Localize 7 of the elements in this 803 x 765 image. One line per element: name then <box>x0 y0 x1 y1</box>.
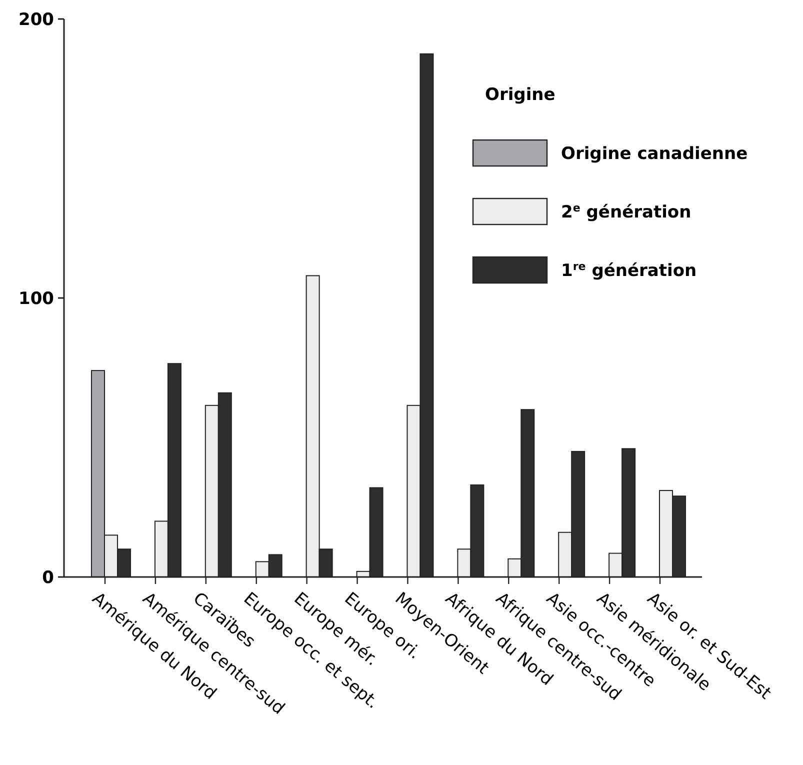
legend-title: Origine <box>485 85 556 105</box>
legend-label: 1$^{re}$ génération <box>561 259 697 281</box>
legend-label: Origine canadienne <box>561 144 748 164</box>
y-tick-label: 0 <box>42 568 54 588</box>
y-tick-label: 200 <box>18 10 54 30</box>
y-tick-label: 100 <box>18 288 54 309</box>
legend-label: 2$^{e}$ génération <box>561 200 692 222</box>
